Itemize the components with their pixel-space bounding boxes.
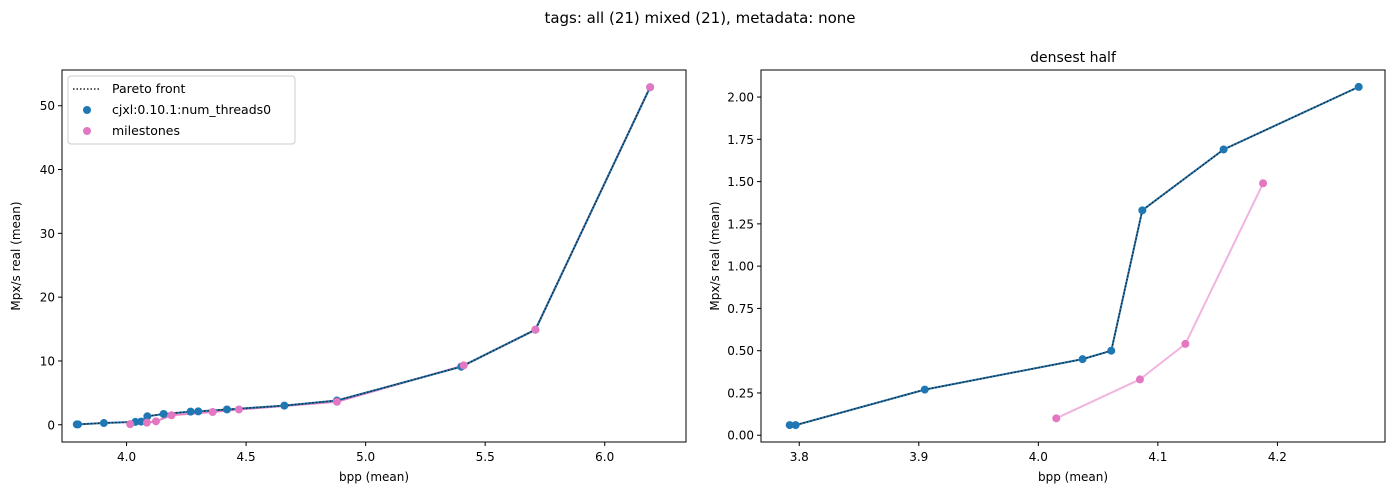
axis-ticks: 3.8 3.9 4.0 4.1 4.2 0.00 0.25 0.50 0.75 1.00 1.25 1… xyxy=(727,91,1287,464)
y-tick-label: 20 xyxy=(40,291,55,305)
y-tick-label: 1.50 xyxy=(727,175,754,189)
legend-milestones-swatch xyxy=(83,127,91,135)
y-tick-label: 30 xyxy=(40,227,55,241)
x-tick-label: 4.0 xyxy=(1029,450,1048,464)
legend-entry-pareto-front: Pareto front xyxy=(112,81,186,96)
y-tick-label: 0.00 xyxy=(727,429,754,443)
milestone-point xyxy=(167,411,176,420)
y-tick-label: 40 xyxy=(40,163,55,177)
milestones-line xyxy=(1055,182,1265,420)
milestone-point xyxy=(151,417,160,426)
plot-frame xyxy=(61,69,687,443)
legend-entry-milestones: milestones xyxy=(112,123,180,138)
cjxl-point xyxy=(194,407,203,416)
chart-title: densest half xyxy=(1030,50,1117,66)
cjxl-point xyxy=(1138,206,1147,215)
x-tick-label: 4.0 xyxy=(117,450,136,464)
y-tick-label: 50 xyxy=(40,99,55,113)
cjxl-point xyxy=(99,419,108,428)
milestone-point xyxy=(234,405,243,414)
cjxl-point xyxy=(785,421,794,430)
cjxl-point xyxy=(74,420,83,429)
x-tick-label: 5.5 xyxy=(476,450,495,464)
y-tick-label: 1.00 xyxy=(727,260,754,274)
cjxl-point xyxy=(1078,355,1087,364)
axis-ticks: 4.0 4.5 5.0 5.5 6.0 0 10 20 30 40 50 xyxy=(40,99,615,464)
y-axis-label: Mpx/s real (mean) xyxy=(708,201,722,310)
cjxl-series-line xyxy=(789,85,1360,427)
figure-suptitle: tags: all (21) mixed (21), metadata: non… xyxy=(544,9,855,27)
legend: Pareto front cjxl:0.10.1:num_threads0 mi… xyxy=(67,75,296,145)
y-tick-label: 0.75 xyxy=(727,302,754,316)
y-axis-label: Mpx/s real (mean) xyxy=(9,201,23,310)
cjxl-point xyxy=(920,385,929,394)
chart-panel-right: 3.8 3.9 4.0 4.1 4.2 0.00 0.25 0.50 0.75 1.00 1.25 1… xyxy=(708,50,1386,484)
legend-series-swatch xyxy=(83,106,91,114)
cjxl-point xyxy=(143,412,152,421)
milestone-point xyxy=(459,361,468,370)
legend-entry-cjxl: cjxl:0.10.1:num_threads0 xyxy=(112,102,271,117)
cjxl-point xyxy=(159,409,168,418)
milestone-point xyxy=(1052,414,1061,423)
cjxl-point xyxy=(791,421,800,430)
x-tick-label: 5.0 xyxy=(356,450,375,464)
x-tick-label: 3.9 xyxy=(909,450,928,464)
milestone-point xyxy=(332,397,341,406)
y-tick-label: 2.00 xyxy=(727,91,754,105)
plot-marks xyxy=(72,83,655,429)
cjxl-point xyxy=(222,405,231,414)
x-tick-label: 4.5 xyxy=(237,450,256,464)
y-tick-label: 0.25 xyxy=(727,386,754,400)
milestone-point xyxy=(142,418,151,427)
x-tick-label: 3.8 xyxy=(790,450,809,464)
cjxl-point xyxy=(186,407,195,416)
y-tick-label: 0 xyxy=(47,418,55,432)
x-axis-label: bpp (mean) xyxy=(339,470,409,484)
x-tick-label: 4.1 xyxy=(1148,450,1167,464)
chart-panel-left: 4.0 4.5 5.0 5.5 6.0 0 10 20 30 40 50 bpp (mean) Mp… xyxy=(9,69,687,484)
plot-marks xyxy=(785,82,1363,430)
x-tick-label: 4.2 xyxy=(1268,450,1287,464)
x-tick-label: 6.0 xyxy=(595,450,614,464)
cjxl-point xyxy=(1219,145,1228,154)
milestone-point xyxy=(126,420,135,429)
milestone-point xyxy=(1259,179,1268,188)
y-tick-label: 1.75 xyxy=(727,133,754,147)
milestone-point xyxy=(1135,375,1144,384)
milestone-point xyxy=(208,408,217,417)
y-tick-label: 0.50 xyxy=(727,344,754,358)
y-tick-label: 10 xyxy=(40,354,55,368)
pareto-front-line xyxy=(789,86,1359,426)
cjxl-point xyxy=(280,401,289,410)
milestone-point xyxy=(531,325,540,334)
cjxl-point xyxy=(1107,346,1116,355)
cjxl-point xyxy=(1354,82,1363,91)
legend-box xyxy=(67,75,296,145)
plot-frame xyxy=(760,69,1386,443)
milestone-point xyxy=(1181,339,1190,348)
y-tick-label: 1.25 xyxy=(727,217,754,231)
milestone-point xyxy=(646,83,655,92)
x-axis-label: bpp (mean) xyxy=(1038,470,1108,484)
